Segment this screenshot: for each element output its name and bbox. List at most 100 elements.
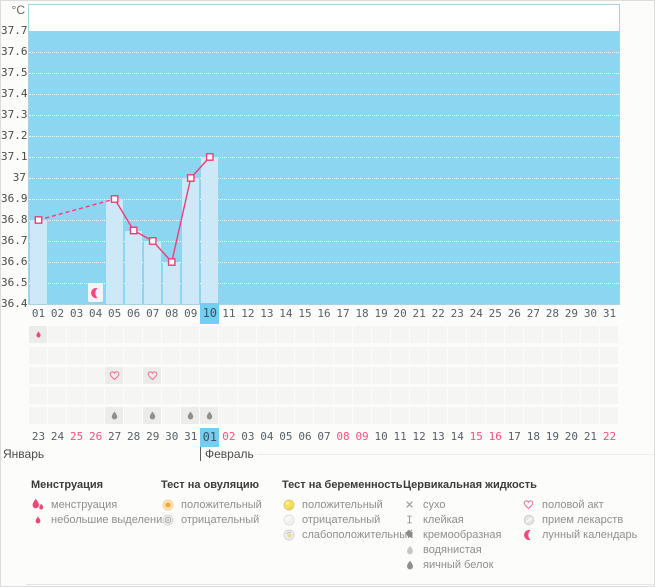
cycle-day-23[interactable]: 23 xyxy=(450,307,464,320)
temperature-bar-day-7[interactable] xyxy=(144,241,162,304)
tracker-cervical-fluid-day-5[interactable] xyxy=(105,407,124,424)
tracker-intercourse-day-17[interactable] xyxy=(333,367,352,384)
cycle-day-20[interactable]: 20 xyxy=(393,307,407,320)
date-cell-26[interactable]: 26 xyxy=(88,430,103,443)
tracker-cervical-fluid-day-10[interactable] xyxy=(200,407,219,424)
tracker-cervical-fluid-day-19[interactable] xyxy=(371,407,390,424)
tracker-medication-day-18[interactable] xyxy=(352,387,371,404)
tracker-cervical-fluid-day-28[interactable] xyxy=(542,407,561,424)
tracker-intercourse-day-10[interactable] xyxy=(200,367,219,384)
cycle-day-26[interactable]: 26 xyxy=(507,307,521,320)
tracker-cervical-fluid-day-13[interactable] xyxy=(257,407,276,424)
date-cell-20[interactable]: 20 xyxy=(564,430,579,443)
tracker-menstruation-day-16[interactable] xyxy=(314,326,333,343)
tracker-medication-day-15[interactable] xyxy=(295,387,314,404)
tracker-cervical-fluid-day-11[interactable] xyxy=(219,407,238,424)
cycle-day-15[interactable]: 15 xyxy=(298,307,312,320)
tracker-cervical-fluid-day-30[interactable] xyxy=(580,407,599,424)
tracker-intercourse-day-4[interactable] xyxy=(86,367,105,384)
tracker-medication-day-16[interactable] xyxy=(314,387,333,404)
tracker-intercourse-day-18[interactable] xyxy=(352,367,371,384)
temperature-bar-day-6[interactable] xyxy=(125,230,143,304)
tracker-medication-day-12[interactable] xyxy=(238,387,257,404)
tracker-cervical-fluid-day-6[interactable] xyxy=(124,407,143,424)
tracker-cervical-fluid-day-8[interactable] xyxy=(162,407,181,424)
tracker-cervical-fluid-day-17[interactable] xyxy=(333,407,352,424)
cycle-day-30[interactable]: 30 xyxy=(583,307,598,320)
tracker-intercourse-day-5[interactable] xyxy=(105,367,124,384)
date-cell-25[interactable]: 25 xyxy=(69,430,84,443)
tracker-menstruation-day-6[interactable] xyxy=(124,326,143,343)
cycle-day-29[interactable]: 29 xyxy=(564,307,579,320)
cycle-day-07[interactable]: 07 xyxy=(146,307,160,320)
tracker-menstruation-day-20[interactable] xyxy=(390,326,409,343)
temperature-point-day-9[interactable] xyxy=(186,174,195,182)
tracker-medication-day-22[interactable] xyxy=(428,387,447,404)
tracker-menstruation-day-15[interactable] xyxy=(295,326,314,343)
tracker-menstruation-day-4[interactable] xyxy=(86,326,105,343)
temperature-point-day-1[interactable] xyxy=(34,216,43,224)
tracker-medication-day-31[interactable] xyxy=(599,387,618,404)
tracker-menstruation-day-2[interactable] xyxy=(48,326,67,343)
tracker-ovulation-test-day-4[interactable] xyxy=(86,347,105,364)
tracker-medication-day-14[interactable] xyxy=(276,387,295,404)
tracker-ovulation-test-day-7[interactable] xyxy=(143,347,162,364)
tracker-intercourse-day-11[interactable] xyxy=(219,367,238,384)
tracker-cervical-fluid-day-23[interactable] xyxy=(447,407,466,424)
tracker-menstruation-day-13[interactable] xyxy=(257,326,276,343)
date-cell-28[interactable]: 28 xyxy=(127,430,141,443)
tracker-intercourse-day-29[interactable] xyxy=(561,367,580,384)
tracker-menstruation-day-19[interactable] xyxy=(371,326,390,343)
tracker-intercourse-day-28[interactable] xyxy=(542,367,561,384)
tracker-ovulation-test-day-6[interactable] xyxy=(124,347,143,364)
tracker-intercourse-day-19[interactable] xyxy=(371,367,390,384)
tracker-menstruation-day-30[interactable] xyxy=(580,326,599,343)
cycle-day-31[interactable]: 31 xyxy=(602,307,617,320)
tracker-menstruation-day-10[interactable] xyxy=(200,326,219,343)
temperature-bar-day-1[interactable] xyxy=(30,220,48,304)
tracker-medication-day-28[interactable] xyxy=(542,387,561,404)
tracker-medication-day-10[interactable] xyxy=(200,387,219,404)
date-cell-09[interactable]: 09 xyxy=(355,430,369,443)
date-cell-29[interactable]: 29 xyxy=(146,430,160,443)
tracker-menstruation-day-9[interactable] xyxy=(181,326,200,343)
cycle-day-10[interactable]: 10 xyxy=(200,303,220,324)
tracker-intercourse-day-6[interactable] xyxy=(124,367,143,384)
tracker-cervical-fluid-day-18[interactable] xyxy=(352,407,371,424)
cycle-day-18[interactable]: 18 xyxy=(355,307,369,320)
tracker-ovulation-test-day-27[interactable] xyxy=(523,347,542,364)
date-cell-10[interactable]: 10 xyxy=(374,430,388,443)
tracker-menstruation-day-21[interactable] xyxy=(409,326,428,343)
tracker-cervical-fluid-day-31[interactable] xyxy=(599,407,618,424)
date-cell-03[interactable]: 03 xyxy=(241,430,255,443)
tracker-menstruation-day-12[interactable] xyxy=(238,326,257,343)
tracker-medication-day-3[interactable] xyxy=(67,387,86,404)
date-cell-11[interactable]: 11 xyxy=(393,430,407,443)
cycle-day-06[interactable]: 06 xyxy=(127,307,141,320)
tracker-menstruation-day-23[interactable] xyxy=(447,326,466,343)
tracker-menstruation-day-29[interactable] xyxy=(561,326,580,343)
cycle-day-04[interactable]: 04 xyxy=(88,307,103,320)
cycle-day-21[interactable]: 21 xyxy=(412,307,426,320)
tracker-intercourse-day-15[interactable] xyxy=(295,367,314,384)
temperature-point-day-7[interactable] xyxy=(148,237,157,245)
date-cell-24[interactable]: 24 xyxy=(50,430,65,443)
temperature-bar-day-8[interactable] xyxy=(163,262,181,304)
tracker-ovulation-test-day-1[interactable] xyxy=(29,347,48,364)
tracker-intercourse-day-8[interactable] xyxy=(162,367,181,384)
tracker-menstruation-day-14[interactable] xyxy=(276,326,295,343)
temperature-point-day-5[interactable] xyxy=(110,195,119,203)
tracker-ovulation-test-day-23[interactable] xyxy=(447,347,466,364)
tracker-intercourse-day-22[interactable] xyxy=(428,367,447,384)
tracker-medication-day-20[interactable] xyxy=(390,387,409,404)
tracker-medication-day-19[interactable] xyxy=(371,387,390,404)
tracker-medication-day-5[interactable] xyxy=(105,387,124,404)
tracker-medication-day-26[interactable] xyxy=(504,387,523,404)
tracker-ovulation-test-day-16[interactable] xyxy=(314,347,333,364)
tracker-ovulation-test-day-2[interactable] xyxy=(48,347,67,364)
tracker-medication-day-6[interactable] xyxy=(124,387,143,404)
tracker-intercourse-day-24[interactable] xyxy=(466,367,485,384)
cycle-day-13[interactable]: 13 xyxy=(260,307,274,320)
cycle-day-16[interactable]: 16 xyxy=(317,307,331,320)
tracker-menstruation-day-17[interactable] xyxy=(333,326,352,343)
